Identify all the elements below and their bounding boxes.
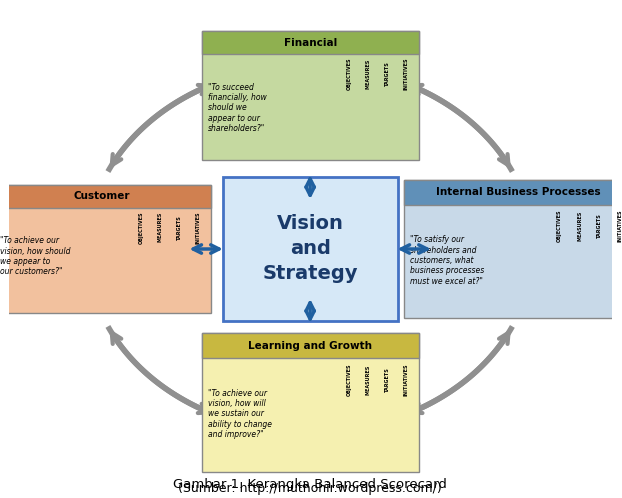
Text: Vision
and
Strategy: Vision and Strategy (262, 214, 358, 282)
Text: INITIATIVES: INITIATIVES (404, 363, 409, 396)
FancyBboxPatch shape (202, 333, 419, 358)
Text: Financial: Financial (284, 38, 337, 48)
Text: TARGETS: TARGETS (597, 214, 602, 239)
Text: "To achieve our
vision, how will
we sustain our
ability to change
and improve?": "To achieve our vision, how will we sust… (208, 388, 272, 439)
Text: OBJECTIVES: OBJECTIVES (346, 363, 351, 396)
FancyBboxPatch shape (0, 185, 211, 313)
Text: "To satisfy our
shareholders and
customers, what
business processes
must we exce: "To satisfy our shareholders and custome… (410, 235, 484, 286)
FancyBboxPatch shape (202, 31, 419, 160)
Text: OBJECTIVES: OBJECTIVES (346, 58, 351, 90)
Text: (Sumber: http://muthohir.wordpress.com/): (Sumber: http://muthohir.wordpress.com/) (179, 482, 442, 495)
FancyBboxPatch shape (404, 180, 622, 318)
FancyBboxPatch shape (202, 31, 419, 54)
Text: Gambar 1. Kerangka Balanced Scorecard: Gambar 1. Kerangka Balanced Scorecard (173, 478, 447, 491)
Text: TARGETS: TARGETS (384, 61, 389, 86)
FancyBboxPatch shape (202, 333, 419, 472)
Text: OBJECTIVES: OBJECTIVES (139, 211, 144, 244)
FancyBboxPatch shape (223, 177, 397, 321)
Text: Customer: Customer (74, 191, 131, 201)
Text: INITIATIVES: INITIATIVES (196, 211, 201, 244)
Text: TARGETS: TARGETS (177, 215, 182, 240)
Text: INITIATIVES: INITIATIVES (617, 210, 622, 242)
FancyBboxPatch shape (0, 185, 211, 208)
FancyBboxPatch shape (404, 180, 622, 205)
Text: MEASURES: MEASURES (577, 211, 582, 241)
Text: "To achieve our
vision, how should
we appear to
our customers?": "To achieve our vision, how should we ap… (0, 236, 70, 276)
Text: OBJECTIVES: OBJECTIVES (557, 210, 562, 242)
Text: "To succeed
financially, how
should we
appear to our
shareholders?": "To succeed financially, how should we a… (208, 83, 266, 133)
Text: MEASURES: MEASURES (366, 59, 371, 89)
Text: MEASURES: MEASURES (366, 365, 371, 395)
Text: INITIATIVES: INITIATIVES (404, 58, 409, 90)
Text: TARGETS: TARGETS (384, 367, 389, 392)
Text: MEASURES: MEASURES (157, 212, 162, 243)
Text: Internal Business Processes: Internal Business Processes (436, 187, 600, 197)
Text: Learning and Growth: Learning and Growth (248, 341, 372, 351)
